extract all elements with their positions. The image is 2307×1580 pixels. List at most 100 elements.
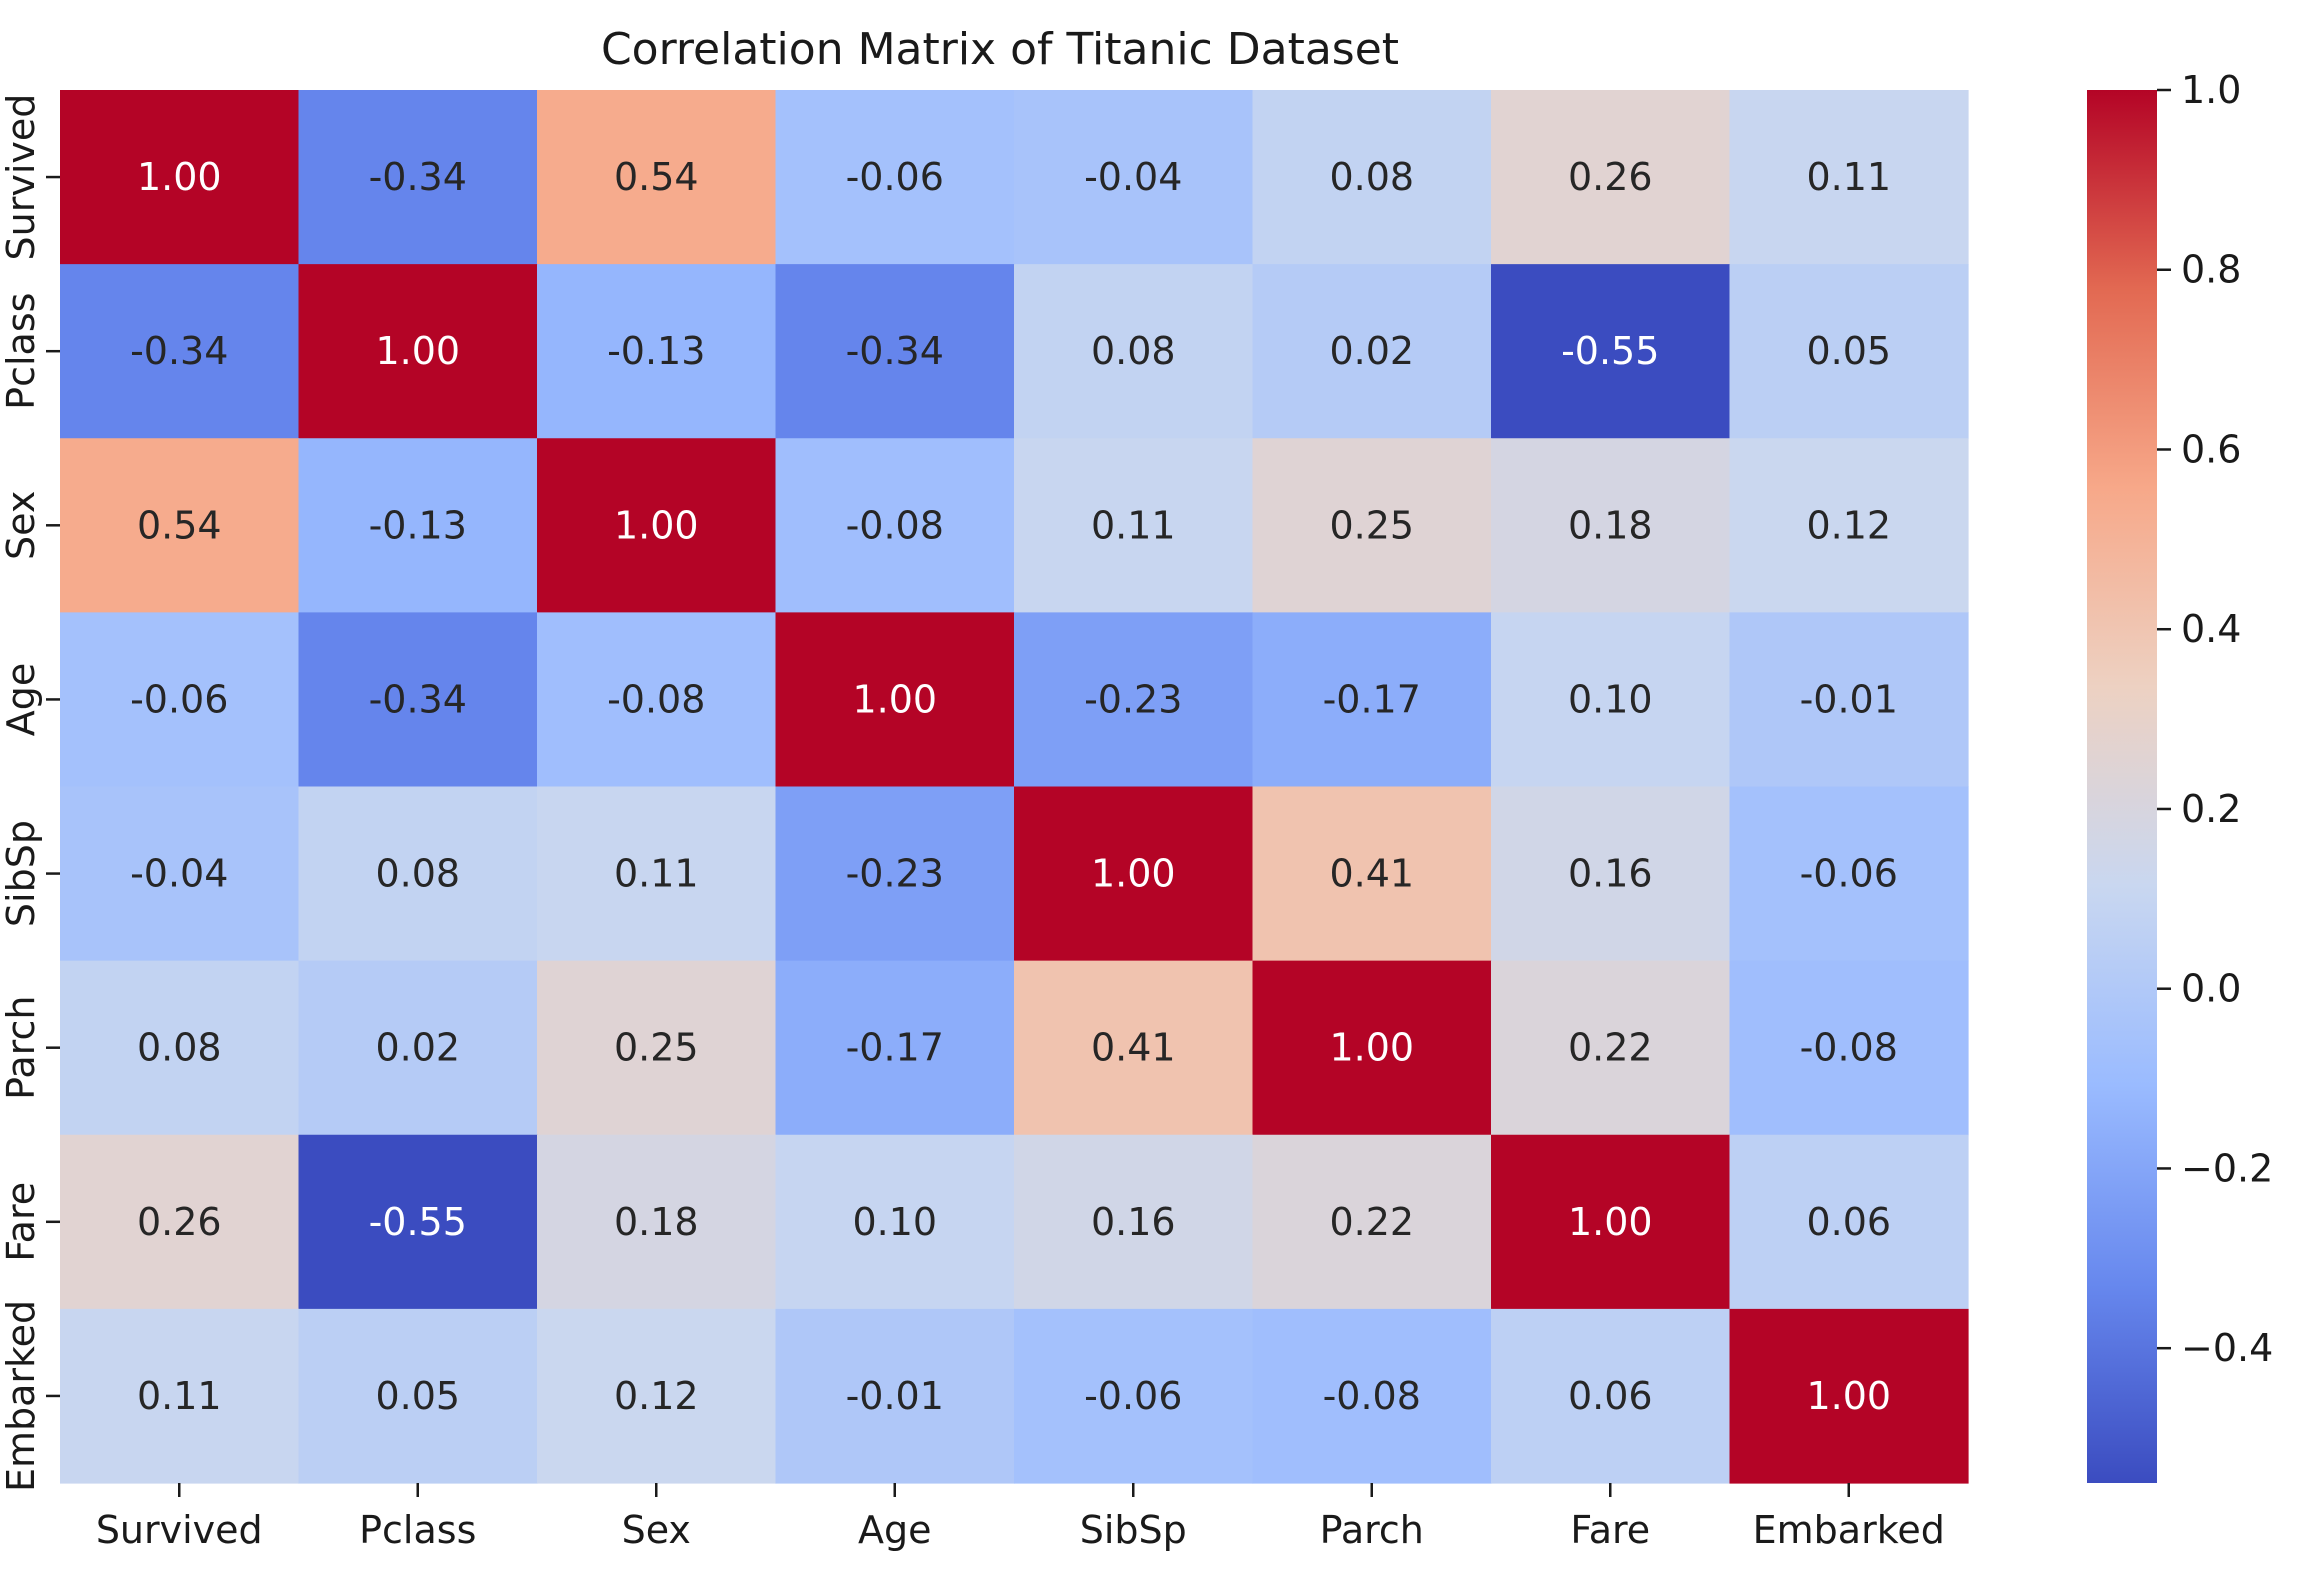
cell-value-label: -0.13 [369, 503, 467, 547]
heatmap-cell [1014, 438, 1254, 613]
cell-value-label: 0.54 [137, 503, 222, 547]
y-tick-label: Survived [0, 94, 43, 261]
heatmap-cell [1252, 786, 1492, 962]
cell-value-label: -0.04 [130, 852, 228, 896]
heatmap-cell [1729, 438, 1969, 613]
heatmap-cell [1014, 786, 1254, 962]
y-tick-label: Age [0, 663, 43, 737]
cell-value-label: -0.17 [1323, 677, 1421, 721]
cell-value-label: 0.54 [614, 155, 699, 199]
cell-value-label: -0.17 [846, 1026, 944, 1070]
x-tick-label: Sex [622, 1508, 691, 1552]
cell-value-label: 1.00 [614, 503, 699, 547]
heatmap-cell [537, 1134, 777, 1310]
heatmap-cell-labels: 1.00 -0.34 0.54 -0.06 -0.04 0.08 0.26 0.11 -0.34… [130, 155, 1898, 1418]
cell-value-label: -0.13 [607, 329, 705, 373]
colorbar-tick-label: −0.2 [2181, 1146, 2273, 1190]
colorbar-tick-label: 0.2 [2181, 787, 2241, 831]
heatmap-cell [1491, 786, 1731, 962]
heatmap-cell [1491, 264, 1731, 439]
heatmap-cell [1729, 1308, 1969, 1484]
cell-value-label: 0.22 [1568, 1026, 1653, 1070]
heatmap-cell [298, 786, 538, 962]
heatmap-cell [1252, 438, 1492, 613]
heatmap-cell [1014, 1134, 1254, 1310]
heatmap-cell [1014, 264, 1254, 439]
cell-value-label: 0.11 [614, 852, 699, 896]
cell-value-label: 0.08 [1091, 329, 1176, 373]
heatmap-cell [60, 90, 300, 265]
heatmap-cell [1729, 960, 1969, 1136]
heatmap-cell [775, 438, 1015, 613]
cell-value-label: 1.00 [375, 329, 460, 373]
cell-value-label: 0.06 [1806, 1200, 1891, 1244]
heatmap-cell [537, 960, 777, 1136]
cell-value-label: 0.41 [1329, 852, 1414, 896]
cell-value-label: 0.10 [852, 1200, 937, 1244]
cell-value-label: 0.11 [1806, 155, 1891, 199]
heatmap-cell [1252, 264, 1492, 439]
cell-value-label: 0.08 [1329, 155, 1414, 199]
heatmap-cell [775, 612, 1015, 788]
heatmap-cell [298, 612, 538, 788]
cell-value-label: 0.25 [614, 1026, 699, 1070]
cell-value-label: 0.12 [614, 1374, 699, 1418]
cell-value-label: -0.34 [369, 155, 467, 199]
cell-value-label: -0.34 [846, 329, 944, 373]
heatmap-cell [1729, 786, 1969, 962]
heatmap-cell [1491, 960, 1731, 1136]
heatmap-cell [298, 264, 538, 439]
heatmap-cell [1014, 90, 1254, 265]
cell-value-label: -0.04 [1084, 155, 1182, 199]
x-tick-label: Age [858, 1508, 932, 1552]
heatmap-cell [60, 612, 300, 788]
heatmap-cell [1014, 960, 1254, 1136]
x-tick-label: Embarked [1753, 1508, 1945, 1552]
heatmap-cell [1491, 612, 1731, 788]
heatmap-cell [298, 1308, 538, 1484]
heatmap-cell [298, 1134, 538, 1310]
cell-value-label: 0.18 [1568, 503, 1653, 547]
heatmap-cell [537, 786, 777, 962]
cell-value-label: -0.01 [846, 1374, 944, 1418]
heatmap-cell [1252, 612, 1492, 788]
cell-value-label: -0.06 [1800, 852, 1898, 896]
x-tick-label: Survived [96, 1508, 263, 1552]
colorbar-tick-label: −0.4 [2181, 1326, 2273, 1370]
heatmap-cell [60, 438, 300, 613]
cell-value-label: 0.10 [1568, 677, 1653, 721]
heatmap-cell [1729, 612, 1969, 788]
cell-value-label: 1.00 [1091, 852, 1176, 896]
y-tick-label: Fare [0, 1182, 43, 1262]
cell-value-label: -0.06 [130, 677, 228, 721]
heatmap-cell [298, 438, 538, 613]
heatmap-cell [60, 264, 300, 439]
cell-value-label: 0.08 [375, 852, 460, 896]
y-tick-label: Sex [0, 491, 43, 560]
heatmap-cell [60, 1134, 300, 1310]
heatmap-cell [537, 90, 777, 265]
cell-value-label: -0.06 [1084, 1374, 1182, 1418]
colorbar-tick-label: 0.8 [2181, 248, 2241, 292]
heatmap-cell [537, 438, 777, 613]
x-tick-label: Fare [1570, 1508, 1650, 1552]
x-tick-label: Pclass [359, 1508, 476, 1552]
heatmap-cell [537, 1308, 777, 1484]
heatmap-cell [1491, 1308, 1731, 1484]
cell-value-label: 0.12 [1806, 503, 1891, 547]
heatmap-cell [1729, 90, 1969, 265]
cell-value-label: 0.25 [1329, 503, 1414, 547]
cell-value-label: -0.06 [846, 155, 944, 199]
heatmap-cell [775, 1134, 1015, 1310]
x-tick-label: Parch [1320, 1508, 1424, 1552]
cell-value-label: 0.02 [375, 1026, 460, 1070]
heatmap-cell [1252, 960, 1492, 1136]
cell-value-label: 0.11 [137, 1374, 222, 1418]
cell-value-label: 0.08 [137, 1026, 222, 1070]
colorbar-gradient [2087, 90, 2157, 1483]
heatmap-cell [537, 264, 777, 439]
cell-value-label: -0.01 [1800, 677, 1898, 721]
heatmap-cell [298, 90, 538, 265]
cell-value-label: 0.41 [1091, 1026, 1176, 1070]
y-tick-label: SibSp [0, 820, 43, 927]
